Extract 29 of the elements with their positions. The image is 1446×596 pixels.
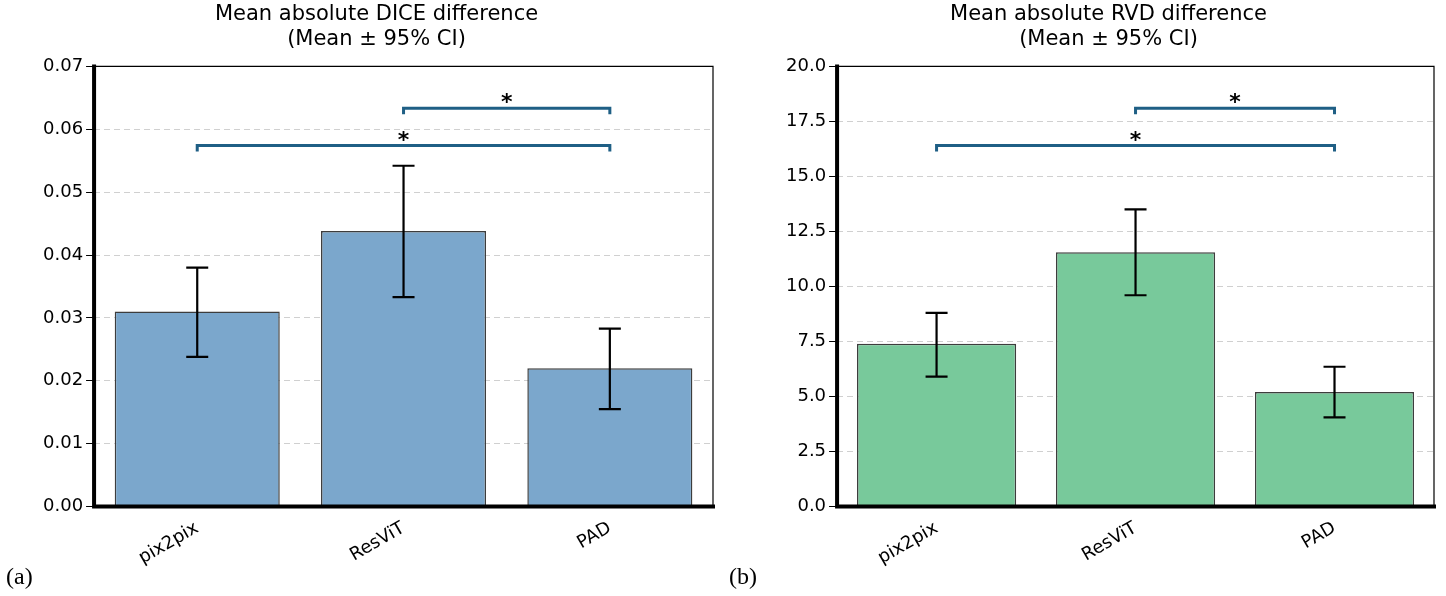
- y-tick-label: 17.5: [786, 109, 827, 131]
- y-tick-label: 0.01: [43, 431, 84, 453]
- y-tick-label: 15.0: [786, 164, 827, 186]
- y-tick-label: 0.05: [43, 179, 84, 201]
- y-tick-label: 0.02: [43, 368, 84, 390]
- chart-subtitle: (Mean ± 95% CI): [1019, 26, 1198, 51]
- y-tick-label: 20.0: [786, 54, 827, 76]
- x-tick-label: PAD: [572, 516, 615, 553]
- y-tick-label: 12.5: [786, 219, 827, 241]
- text: (b): [729, 563, 757, 590]
- y-tick-label: 0.06: [43, 116, 84, 138]
- chart-title: Mean absolute DICE difference: [214, 1, 539, 26]
- chart-subtitle: (Mean ± 95% CI): [287, 26, 466, 51]
- annotation: *: [1229, 89, 1242, 115]
- annotation: *: [397, 126, 410, 152]
- y-tick-label: 5.0: [797, 384, 827, 406]
- annotation: *: [500, 89, 513, 115]
- y-tick-label: 0.03: [43, 305, 84, 327]
- y-tick-label: 0.0: [797, 494, 827, 516]
- y-tick-label: 0.07: [43, 54, 84, 76]
- y-tick-label: 0.04: [43, 242, 84, 264]
- y-tick-label: 2.5: [797, 439, 827, 461]
- y-tick-label: 10.0: [786, 274, 827, 296]
- x-tick-label: PAD: [1297, 516, 1339, 553]
- text: (a): [6, 563, 33, 590]
- y-tick-label: 0.00: [43, 494, 84, 516]
- chart-title: Mean absolute RVD difference: [950, 1, 1267, 26]
- annotation: *: [1129, 126, 1142, 152]
- y-tick-label: 7.5: [797, 329, 827, 351]
